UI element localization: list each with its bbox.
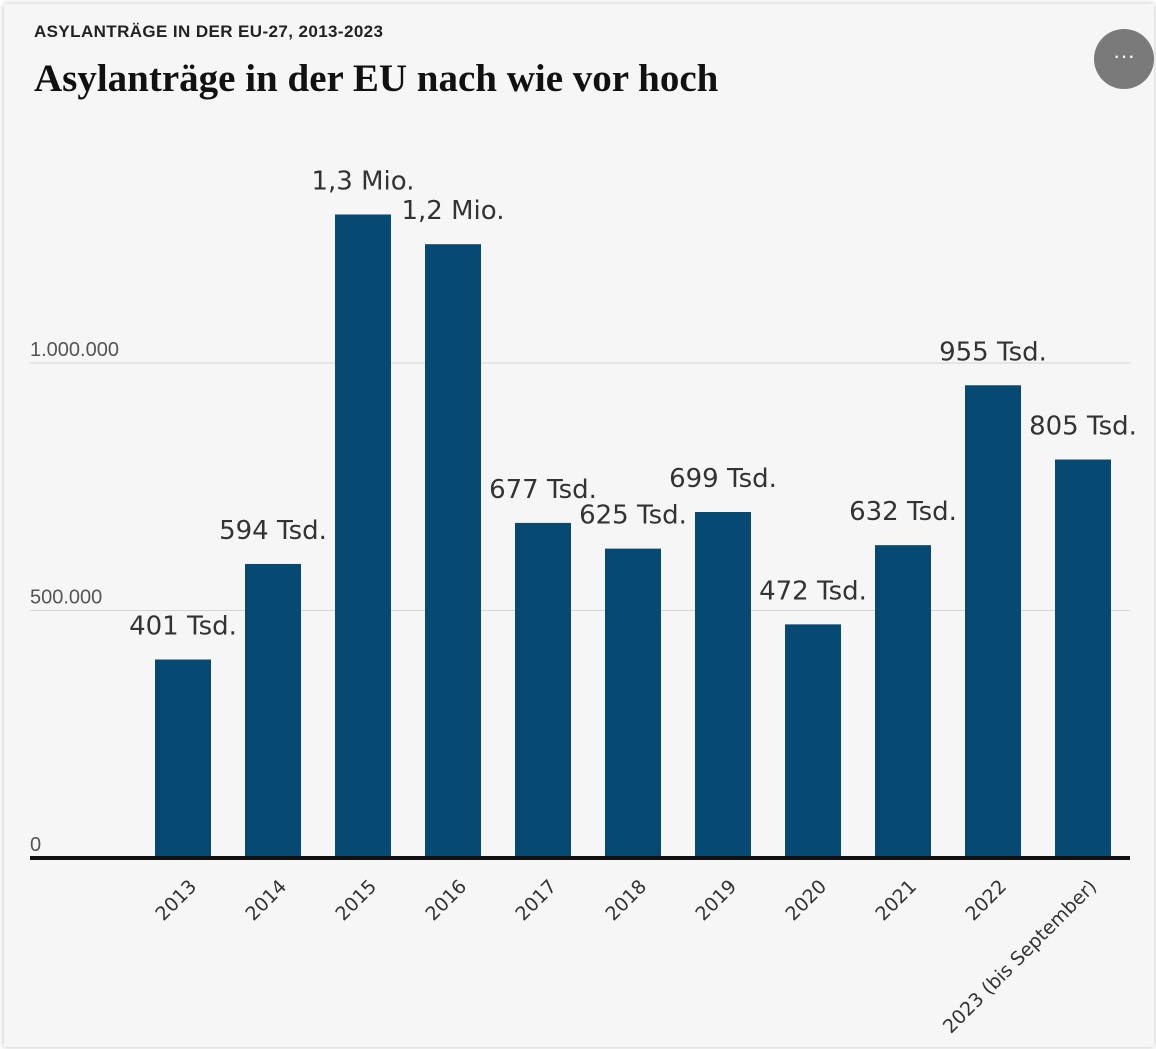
bar xyxy=(155,659,211,858)
data-label: 472 Tsd. xyxy=(759,576,867,606)
y-tick-label: 0 xyxy=(30,834,41,856)
data-label: 677 Tsd. xyxy=(489,475,597,505)
data-label: 805 Tsd. xyxy=(1029,412,1137,442)
bar xyxy=(695,511,751,858)
data-label: 401 Tsd. xyxy=(129,612,237,642)
bar xyxy=(1055,459,1111,858)
bar xyxy=(335,214,391,858)
data-labels: 401 Tsd. 594 Tsd. 1,3 Mio.1,2 Mio. 677 Tsd.… xyxy=(129,167,1137,642)
x-tick-label: 2017 xyxy=(511,876,561,926)
data-label: 699 Tsd. xyxy=(669,464,777,494)
more-options-button[interactable]: ··· xyxy=(1094,29,1154,89)
x-tick-label: 2016 xyxy=(421,876,471,926)
bar xyxy=(425,244,481,858)
bars xyxy=(155,214,1111,858)
more-icon: ··· xyxy=(1113,43,1135,68)
bar xyxy=(515,522,571,858)
bar xyxy=(785,624,841,858)
bar xyxy=(245,563,301,858)
data-label: 632 Tsd. xyxy=(849,497,957,527)
bar xyxy=(875,545,931,858)
bar xyxy=(605,548,661,858)
x-axis-ticks: 2013 2014 2015 2016 2017 2018 2019 2020 2021 2022… xyxy=(151,876,1101,1038)
x-tick-label: 2020 xyxy=(781,876,831,926)
chart-title: Asylanträge in der EU nach wie vor hoch xyxy=(34,57,719,100)
x-tick-label: 2021 xyxy=(871,876,921,926)
x-tick-label: 2019 xyxy=(691,876,741,926)
x-tick-label: 2018 xyxy=(601,876,651,926)
y-axis-ticks: 0 500.000 1.000.000 xyxy=(30,339,119,856)
y-tick-label: 500.000 xyxy=(30,587,102,609)
x-tick-label: 2013 xyxy=(151,876,201,926)
data-label: 955 Tsd. xyxy=(939,337,1047,367)
x-tick-label: 2015 xyxy=(331,876,381,926)
x-tick-label: 2014 xyxy=(241,876,291,926)
grid-lines xyxy=(30,362,1130,611)
chart-card: ASYLANTRÄGE IN DER EU-27, 2013-2023 Asyl… xyxy=(4,4,1154,1047)
data-label: 1,2 Mio. xyxy=(402,196,505,226)
data-label: 1,3 Mio. xyxy=(312,167,415,197)
data-label: 594 Tsd. xyxy=(219,516,327,546)
y-tick-label: 1.000.000 xyxy=(30,339,119,361)
chart-kicker: ASYLANTRÄGE IN DER EU-27, 2013-2023 xyxy=(34,22,384,41)
x-tick-label: 2023 (bis September) xyxy=(939,876,1101,1038)
data-label: 625 Tsd. xyxy=(579,501,687,531)
bar xyxy=(965,385,1021,858)
x-tick-label: 2022 xyxy=(961,876,1011,926)
